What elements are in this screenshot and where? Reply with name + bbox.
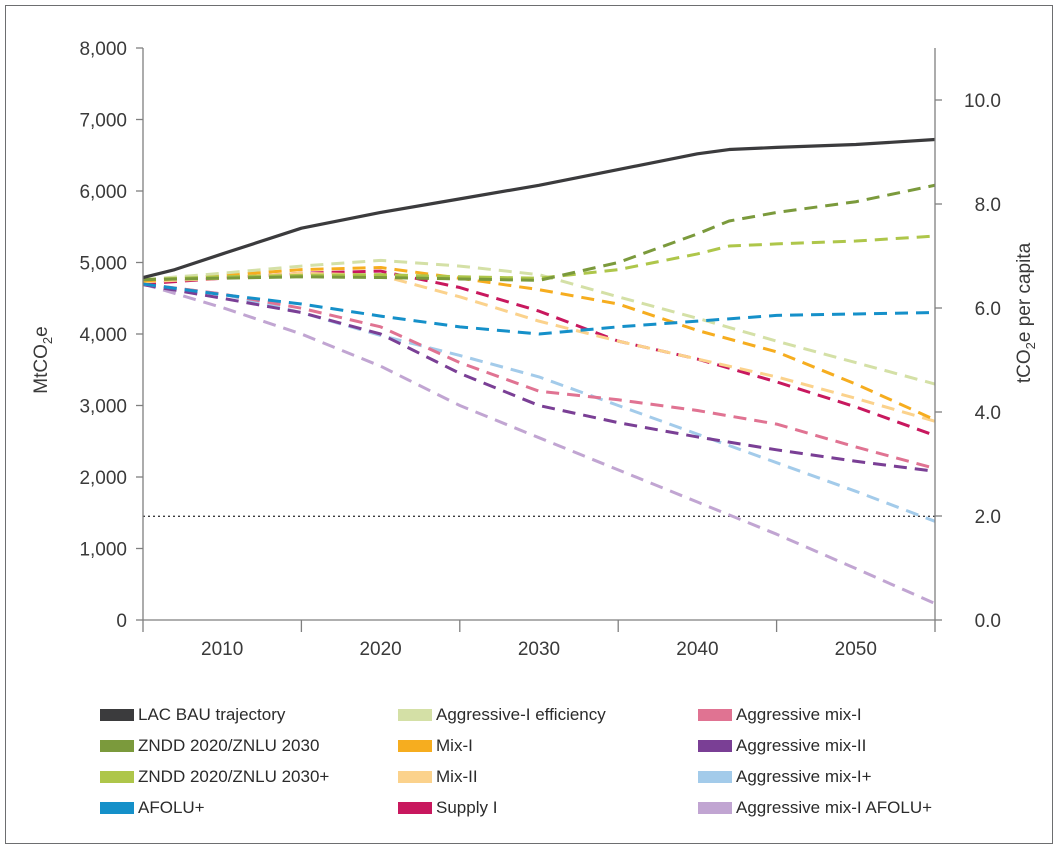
y2-tick-label: 2.0 [975, 507, 1001, 528]
legend-item: Aggressive mix-II [698, 736, 866, 756]
x-tick-label: 2030 [518, 639, 560, 660]
legend-label: Aggressive mix-II [736, 736, 867, 755]
legend-swatch [100, 709, 134, 721]
legend-label: ZNDD 2020/ZNLU 2030+ [138, 767, 330, 786]
legend-label: Aggressive-I efficiency [436, 705, 606, 724]
series-line-lac-bau-trajectory [142, 137, 936, 280]
y2-tick-label: 0.0 [975, 611, 1001, 632]
legend-label: Aggressive mix-I [736, 705, 862, 724]
y-tick-label: 4,000 [79, 325, 127, 346]
legend-swatch [100, 740, 134, 752]
legend-item: Aggressive mix-I AFOLU+ [698, 798, 932, 818]
legend-swatch [398, 771, 432, 783]
legend-label: ZNDD 2020/ZNLU 2030 [138, 736, 320, 755]
x-tick-label: 2040 [676, 639, 718, 660]
y-tick-label: 5,000 [79, 254, 127, 275]
legend-label: Aggressive mix-I+ [736, 767, 872, 786]
y-tick-label: 8,000 [79, 39, 127, 60]
y2-tick-label: 4.0 [975, 403, 1001, 424]
y-tick-label: 6,000 [79, 182, 127, 203]
legend-label: Mix-II [436, 767, 478, 786]
chart-frame [5, 5, 1053, 844]
series-line-aggressive-mix-i- [142, 282, 936, 523]
legend-swatch [398, 740, 432, 752]
legend-swatch [698, 709, 732, 721]
legend-label: Aggressive mix-I AFOLU+ [736, 798, 933, 817]
legend-item: ZNDD 2020/ZNLU 2030+ [100, 767, 329, 787]
y-tick-label: 0 [116, 611, 127, 632]
y-axis-label: MtCO2e [31, 326, 55, 393]
x-tick-label: 2050 [835, 639, 877, 660]
x-tick-label: 2020 [359, 639, 401, 660]
series-layer [142, 137, 936, 605]
series-line-aggressive-mix-ii [142, 283, 936, 473]
series-line-mix-ii [142, 271, 936, 423]
legend-swatch [100, 802, 134, 814]
legend-swatch [698, 771, 732, 783]
y2-axis-label: tCO2e per capita [1014, 242, 1038, 383]
legend-swatch [398, 802, 432, 814]
y2-tick-label: 6.0 [975, 299, 1001, 320]
series-line-zndd-2020-znlu-2030 [142, 183, 936, 282]
legend-item: Aggressive mix-I+ [698, 767, 872, 787]
y-tick-label: 7,000 [79, 111, 127, 132]
y2-tick-label: 8.0 [975, 195, 1001, 216]
legend-item: Mix-I [398, 736, 473, 756]
legend-label: Supply I [436, 798, 498, 817]
y2-tick-label: 10.0 [964, 91, 1001, 112]
legend-item: Aggressive-I efficiency [398, 705, 606, 725]
series-line-mix-i [142, 266, 936, 422]
x-tick-label: 2010 [201, 639, 243, 660]
legend-item: AFOLU+ [100, 798, 205, 818]
series-line-aggressive-mix-i [142, 282, 936, 470]
legend-label: AFOLU+ [138, 798, 205, 817]
y-tick-label: 3,000 [79, 397, 127, 418]
legend-swatch [100, 771, 134, 783]
legend-label: LAC BAU trajectory [138, 705, 286, 724]
legend-item: ZNDD 2020/ZNLU 2030 [100, 736, 319, 756]
legend-swatch [398, 709, 432, 721]
legend-swatch [698, 740, 732, 752]
legend-item: Mix-II [398, 767, 478, 787]
series-line-aggressive-i-efficiency [142, 258, 936, 386]
axes-layer: 0 1,000 2,000 3,000 4,000 5,000 6,000 7,000 8,00… [79, 39, 1001, 660]
legend-item: Supply I [398, 798, 497, 818]
series-line-aggressive-mix-i-afolu- [142, 282, 936, 605]
legend-label: Mix-I [436, 736, 473, 755]
series-line-afolu- [142, 282, 936, 336]
legend-swatch [698, 802, 732, 814]
series-line-supply-i [142, 269, 936, 437]
legend-item: LAC BAU trajectory [100, 705, 285, 725]
y-tick-label: 1,000 [79, 540, 127, 561]
legend-item: Aggressive mix-I [698, 705, 862, 725]
y-tick-label: 2,000 [79, 468, 127, 489]
